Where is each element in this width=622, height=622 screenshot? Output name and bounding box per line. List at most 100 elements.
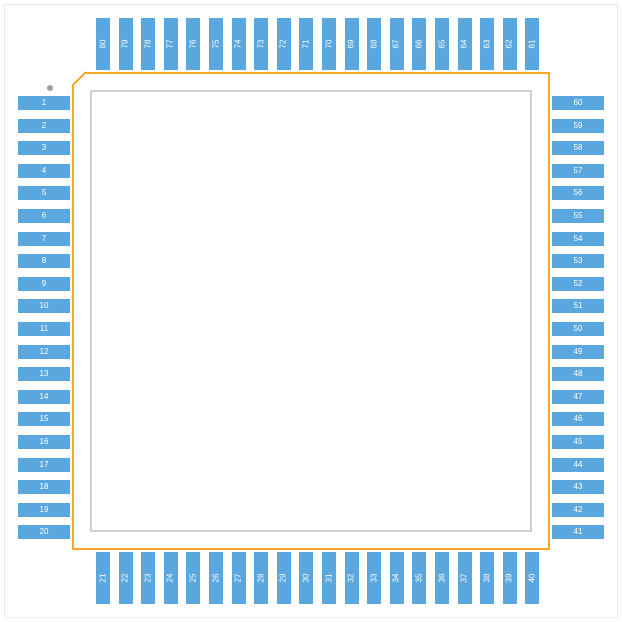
pin-label: 71	[302, 40, 310, 49]
pin-label: 40	[528, 574, 536, 583]
pin-label: 41	[574, 528, 583, 536]
pin-37: 37	[458, 552, 472, 604]
pin-label: 56	[574, 189, 583, 197]
pin-label: 31	[325, 574, 333, 583]
pin-label: 16	[40, 438, 49, 446]
pin-label: 47	[574, 393, 583, 401]
chip-footprint-diagram: 1234567891011121314151617181920212223242…	[0, 0, 622, 622]
pin-label: 9	[42, 280, 46, 288]
pin-label: 18	[40, 483, 49, 491]
pin-77: 77	[164, 18, 178, 70]
pin-18: 18	[18, 480, 70, 494]
pin-label: 3	[42, 144, 46, 152]
pin-label: 50	[574, 325, 583, 333]
pin-14: 14	[18, 390, 70, 404]
pin-51: 51	[552, 299, 604, 313]
pin-label: 15	[40, 415, 49, 423]
pin-27: 27	[232, 552, 246, 604]
pin-label: 59	[574, 122, 583, 130]
pin-41: 41	[552, 525, 604, 539]
pin-label: 8	[42, 257, 46, 265]
pin-35: 35	[412, 552, 426, 604]
pin-24: 24	[164, 552, 178, 604]
pin-label: 24	[167, 574, 175, 583]
pin-3: 3	[18, 141, 70, 155]
pin-label: 79	[122, 40, 130, 49]
pin-label: 63	[483, 40, 491, 49]
pin-label: 22	[122, 574, 130, 583]
pin-58: 58	[552, 141, 604, 155]
pin-label: 65	[438, 40, 446, 49]
pin-28: 28	[254, 552, 268, 604]
pin-59: 59	[552, 119, 604, 133]
pin-label: 4	[42, 167, 46, 175]
pin-1: 1	[18, 96, 70, 110]
pin-80: 80	[96, 18, 110, 70]
pin-label: 66	[415, 40, 423, 49]
pin-38: 38	[480, 552, 494, 604]
pin-label: 43	[574, 483, 583, 491]
pin-label: 75	[212, 40, 220, 49]
pin-label: 67	[393, 40, 401, 49]
pin-label: 2	[42, 122, 46, 130]
pin-label: 58	[574, 144, 583, 152]
pin-43: 43	[552, 480, 604, 494]
pin-label: 72	[280, 40, 288, 49]
pin-8: 8	[18, 254, 70, 268]
pin-57: 57	[552, 164, 604, 178]
pin-70: 70	[322, 18, 336, 70]
pin-12: 12	[18, 345, 70, 359]
pin-23: 23	[141, 552, 155, 604]
pin-17: 17	[18, 458, 70, 472]
pin-label: 32	[348, 574, 356, 583]
pin-label: 46	[574, 415, 583, 423]
pin-label: 70	[325, 40, 333, 49]
pin-53: 53	[552, 254, 604, 268]
pin-label: 45	[574, 438, 583, 446]
pin-71: 71	[299, 18, 313, 70]
pin-78: 78	[141, 18, 155, 70]
pin-9: 9	[18, 277, 70, 291]
pin-33: 33	[367, 552, 381, 604]
pin-50: 50	[552, 322, 604, 336]
pin-label: 80	[99, 40, 107, 49]
pin-19: 19	[18, 503, 70, 517]
pin-label: 57	[574, 167, 583, 175]
pin-16: 16	[18, 435, 70, 449]
pin-21: 21	[96, 552, 110, 604]
pin1-indicator-dot	[47, 85, 53, 91]
pin-15: 15	[18, 412, 70, 426]
pin-label: 38	[483, 574, 491, 583]
pin-72: 72	[277, 18, 291, 70]
pin-label: 37	[461, 574, 469, 583]
pin-label: 13	[40, 370, 49, 378]
pin-42: 42	[552, 503, 604, 517]
pin-56: 56	[552, 186, 604, 200]
pin-52: 52	[552, 277, 604, 291]
pin-label: 1	[42, 99, 46, 107]
pin-7: 7	[18, 232, 70, 246]
pin-label: 44	[574, 461, 583, 469]
pin-22: 22	[119, 552, 133, 604]
pin-label: 55	[574, 212, 583, 220]
pin-75: 75	[209, 18, 223, 70]
pin-73: 73	[254, 18, 268, 70]
pin-34: 34	[390, 552, 404, 604]
pin-label: 28	[257, 574, 265, 583]
pin-66: 66	[412, 18, 426, 70]
pin-40: 40	[525, 552, 539, 604]
pin-label: 36	[438, 574, 446, 583]
pin-label: 48	[574, 370, 583, 378]
pin-label: 64	[461, 40, 469, 49]
pin-79: 79	[119, 18, 133, 70]
pin-label: 73	[257, 40, 265, 49]
pin-label: 49	[574, 348, 583, 356]
pin-45: 45	[552, 435, 604, 449]
pin-label: 76	[189, 40, 197, 49]
pin-label: 29	[280, 574, 288, 583]
chip-inner-outline	[90, 90, 532, 532]
pin-label: 77	[167, 40, 175, 49]
pin-65: 65	[435, 18, 449, 70]
pin-label: 62	[506, 40, 514, 49]
pin-label: 42	[574, 506, 583, 514]
